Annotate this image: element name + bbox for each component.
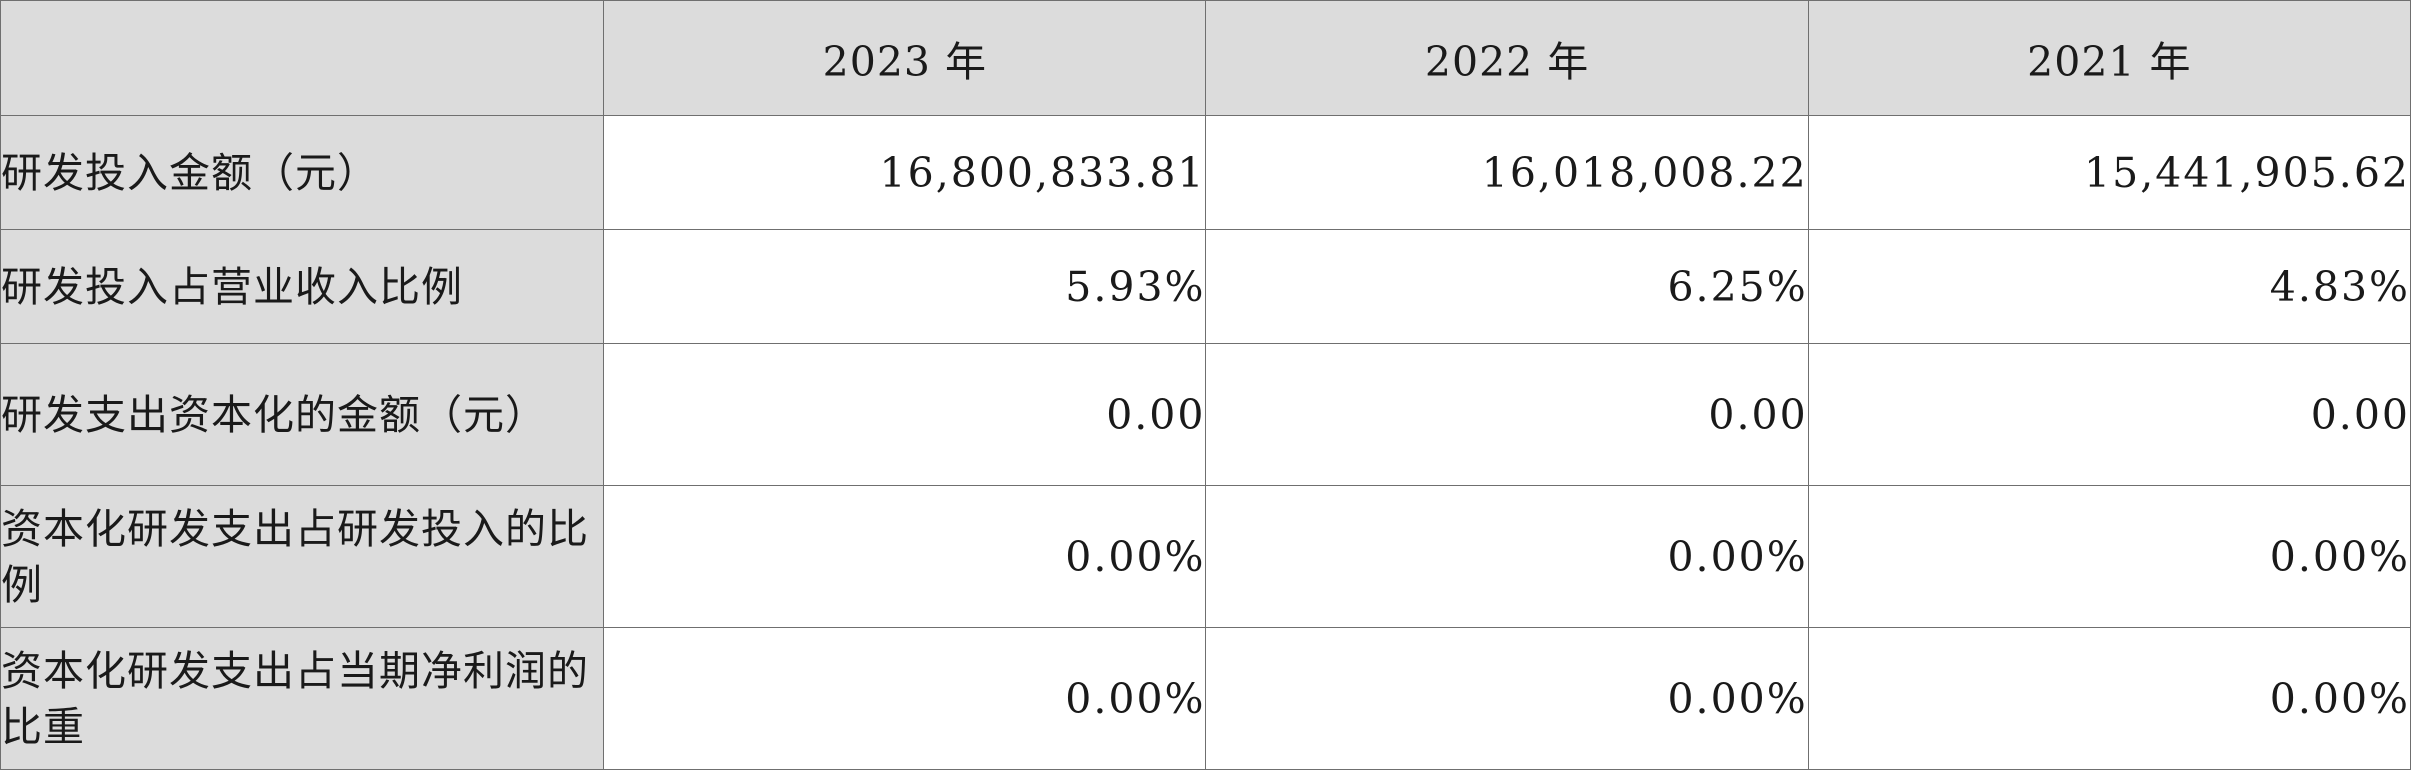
value-cell: 5.93% bbox=[603, 229, 1207, 344]
value-cell: 0.00% bbox=[1807, 627, 2411, 770]
row-label: 研发支出资本化的金额（元） bbox=[0, 343, 605, 486]
year-header-2022: 2022 年 bbox=[1205, 0, 1809, 116]
row-label: 研发投入占营业收入比例 bbox=[0, 229, 605, 344]
corner-cell bbox=[0, 0, 605, 116]
table-row: 资本化研发支出占当期净利润的比重 0.00% 0.00% 0.00% bbox=[0, 627, 2411, 770]
table-row: 研发投入占营业收入比例 5.93% 6.25% 4.83% bbox=[0, 229, 2411, 344]
value-cell: 15,441,905.62 bbox=[1807, 115, 2411, 230]
value-cell: 4.83% bbox=[1807, 229, 2411, 344]
row-label: 研发投入金额（元） bbox=[0, 115, 605, 230]
value-cell: 0.00 bbox=[1205, 343, 1809, 486]
row-label: 资本化研发支出占研发投入的比例 bbox=[0, 485, 605, 628]
value-cell: 16,018,008.22 bbox=[1205, 115, 1809, 230]
table-row: 资本化研发支出占研发投入的比例 0.00% 0.00% 0.00% bbox=[0, 485, 2411, 628]
year-header-2023: 2023 年 bbox=[603, 0, 1207, 116]
value-cell: 0.00% bbox=[1205, 627, 1809, 770]
value-cell: 0.00% bbox=[1205, 485, 1809, 628]
value-cell: 16,800,833.81 bbox=[603, 115, 1207, 230]
value-cell: 0.00% bbox=[603, 485, 1207, 628]
value-cell: 0.00 bbox=[603, 343, 1207, 486]
value-cell: 0.00% bbox=[603, 627, 1207, 770]
table-row: 研发支出资本化的金额（元） 0.00 0.00 0.00 bbox=[0, 343, 2411, 486]
value-cell: 6.25% bbox=[1205, 229, 1809, 344]
table-row: 研发投入金额（元） 16,800,833.81 16,018,008.22 15… bbox=[0, 115, 2411, 230]
row-label: 资本化研发支出占当期净利润的比重 bbox=[0, 627, 605, 770]
value-cell: 0.00% bbox=[1807, 485, 2411, 628]
table-header-row: 2023 年 2022 年 2021 年 bbox=[0, 0, 2411, 116]
year-header-2021: 2021 年 bbox=[1807, 0, 2411, 116]
value-cell: 0.00 bbox=[1807, 343, 2411, 486]
